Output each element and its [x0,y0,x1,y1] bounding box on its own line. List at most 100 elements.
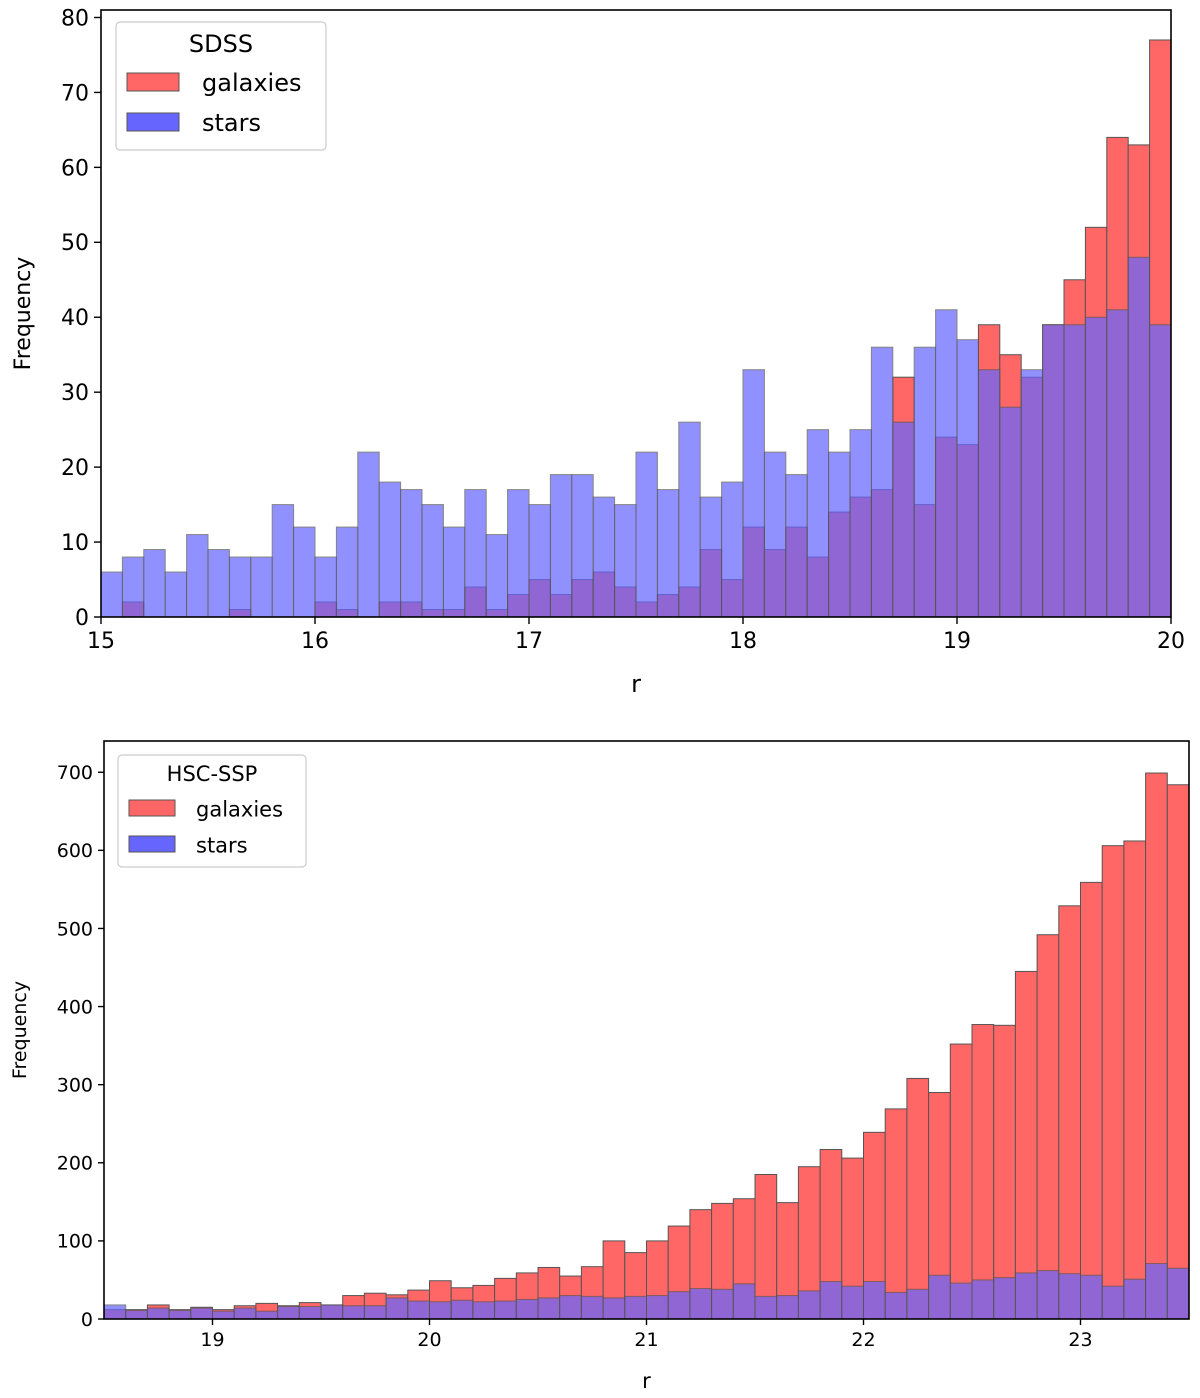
sdss-x-tick-label: 17 [515,629,543,654]
hsc-ssp-stars-bar [993,1277,1016,1320]
sdss-stars-bar [207,549,230,618]
sdss-stars-bar [1042,324,1065,618]
hsc-ssp-legend-galaxies-label: galaxies [196,797,283,821]
hsc-ssp-stars-bar [602,1297,626,1320]
sdss-stars-bar [721,481,744,618]
hsc-ssp-stars-bar [1036,1270,1060,1320]
hsc-ssp-legend-stars-swatch [128,835,176,853]
hsc-ssp-stars-bar [385,1297,409,1320]
sdss-x-tick-label: 19 [943,629,971,654]
sdss-y-tick-label: 10 [61,531,89,556]
sdss-x-tick-label: 20 [1157,629,1185,654]
hsc-ssp-stars-bar [1058,1273,1082,1320]
hsc-ssp-stars-bar [537,1297,561,1320]
sdss-stars-bar [635,451,658,618]
sdss-stars-bar [571,474,594,618]
sdss-stars-bar [378,481,402,618]
sdss-stars-bar [400,489,423,618]
sdss-stars-bar [892,421,915,618]
sdss-stars-bar [828,451,851,618]
hsc-ssp-stars-bar [168,1309,192,1320]
sdss-y-tick-label: 30 [61,381,89,406]
hsc-ssp-stars-bar [949,1282,973,1320]
sdss-bars [100,39,1172,618]
hsc-ssp-stars-bar [863,1281,886,1320]
hsc-ssp-axes: 19 20 21 22 23 0 100 200 300 400 500 600 700 [57,740,1190,1351]
sdss-legend-stars-swatch [126,112,180,132]
hsc-ssp-galaxies-bar [993,1024,1016,1320]
sdss-stars-bar [485,534,509,618]
sdss-stars-bar [164,571,188,618]
sdss-stars-bar [1106,309,1129,618]
hsc-ssp-stars-bar [429,1301,452,1320]
hsc-ssp-legend-galaxies-swatch [128,799,176,817]
hsc-ssp-stars-bar [1014,1272,1038,1320]
sdss-axes: 15 16 17 18 19 20 0 10 20 30 40 50 60 70 80 [61,6,1185,654]
hsc-ssp-galaxies-bar [971,1024,995,1320]
sdss-x-tick-label: 16 [301,629,329,654]
hsc-ssp-galaxies-bar [1036,934,1060,1320]
hsc-ssp-y-tick-label: 100 [57,1231,93,1253]
hsc-ssp-stars-bar [646,1295,669,1320]
sdss-stars-bar [507,489,530,618]
sdss-stars-bar [186,534,209,618]
sdss-x-tick-label: 18 [729,629,757,654]
hsc-ssp-y-tick-label: 700 [57,762,93,784]
sdss-stars-bar [785,474,808,618]
hsc-ssp-stars-bar [884,1291,908,1320]
sdss-stars-bar [421,504,444,618]
hsc-ssp-stars-bar [928,1274,951,1320]
hsc-ssp-stars-bar [233,1307,257,1320]
hsc-ssp-legend: HSC-SSP galaxies stars [117,754,307,868]
hsc-ssp-stars-bar [363,1305,387,1320]
hsc-ssp-stars-bar [819,1281,843,1320]
sdss-stars-bar [442,526,466,618]
hsc-ssp-stars-bar [212,1310,235,1320]
hsc-ssp-stars-bar [190,1307,214,1320]
hsc-ssp-stars-bar [472,1301,496,1320]
hsc-ssp-stars-bar [776,1295,799,1320]
sdss-stars-bar [977,369,1001,618]
sdss-stars-bar [656,489,680,618]
hsc-ssp-stars-bar [559,1295,582,1320]
sdss-legend-title: SDSS [189,30,253,58]
sdss-y-tick-label: 0 [75,606,89,631]
hsc-ssp-stars-bar [1101,1285,1125,1320]
hsc-ssp-stars-bar [146,1307,170,1320]
sdss-legend-galaxies-label: galaxies [202,69,301,97]
hsc-ssp-x-axis-title: r [642,1369,651,1393]
sdss-stars-bar [1149,324,1172,618]
sdss-y-tick-label: 20 [61,456,89,481]
sdss-y-tick-label: 50 [61,231,89,256]
hsc-ssp-stars-bar [1166,1267,1190,1320]
sdss-legend-stars-label: stars [202,109,261,137]
hsc-ssp-stars-bar [342,1305,365,1320]
hsc-ssp-galaxies-bar [1058,905,1082,1320]
sdss-plot-frame [100,9,1172,618]
sdss-stars-bar [592,496,616,618]
sdss-stars-bar [314,556,337,618]
hsc-ssp-galaxies-bar [1014,970,1038,1320]
sdss-y-tick-label: 80 [61,6,89,31]
sdss-legend: SDSS galaxies stars [115,21,327,151]
sdss-legend-galaxies-swatch [126,72,180,92]
hsc-ssp-stars-bar [1080,1274,1103,1320]
hsc-ssp-galaxies-bar [1123,840,1147,1320]
hsc-ssp-galaxies-bar [1101,845,1125,1320]
sdss-stars-bar [228,556,252,618]
hsc-ssp-galaxies-bar [949,1043,973,1320]
hsc-ssp-stars-bar [298,1306,322,1320]
hsc-ssp-stars-bar [255,1310,279,1320]
hsc-ssp-x-tick-label: 19 [200,1329,224,1351]
sdss-stars-bar [999,406,1022,618]
hsc-ssp-y-tick-label: 200 [57,1153,93,1175]
sdss-stars-bar [293,526,316,618]
hsc-ssp-stars-bar [580,1295,604,1320]
hsc-ssp-galaxies-bar [1080,881,1103,1320]
sdss-stars-bar [935,309,958,618]
sdss-histogram-panel: 15 16 17 18 19 20 0 10 20 30 40 50 60 70 80 SDSS galax… [11,6,1185,698]
hsc-ssp-stars-bar [841,1285,864,1320]
sdss-stars-bar [1084,316,1108,618]
hsc-ssp-x-tick-label: 21 [634,1329,658,1351]
